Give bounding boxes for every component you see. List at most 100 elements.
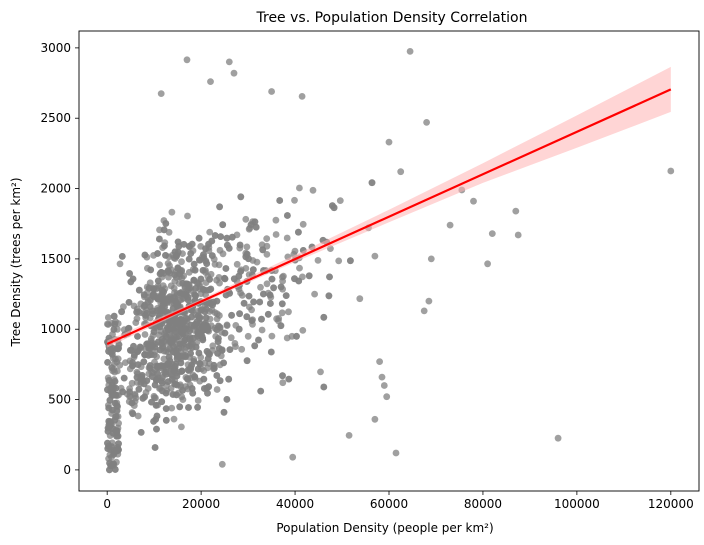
data-point [197,275,205,283]
data-point [226,346,234,353]
data-point [446,221,454,229]
data-point [203,384,211,392]
data-point [187,365,195,373]
data-point [151,381,159,389]
data-point [427,255,435,263]
data-point [180,241,188,248]
data-point [125,299,133,306]
data-point [194,403,202,411]
data-point [221,329,229,337]
data-point [216,203,224,211]
data-point [225,58,233,66]
data-point [160,226,168,234]
data-point [168,404,176,412]
data-point [275,315,283,322]
data-point [222,265,230,272]
data-point [380,382,388,389]
data-point [144,298,152,306]
data-point [309,186,317,194]
data-point [667,167,675,175]
data-point [191,291,199,299]
data-point [203,260,211,267]
data-point [107,384,115,392]
data-point [119,388,127,396]
data-point [264,310,272,318]
data-point [187,250,195,257]
data-point [185,242,193,250]
data-point [189,389,197,397]
data-point [268,88,275,95]
data-point [170,415,178,423]
data-point [190,358,198,365]
data-point [186,334,194,341]
data-point [169,391,177,398]
data-point [249,266,257,274]
data-point [267,348,275,356]
data-point [171,367,179,375]
data-point [260,290,267,298]
data-point [187,350,195,357]
data-point [258,326,266,334]
data-point [208,252,216,259]
data-point [174,264,182,272]
data-point [168,208,176,216]
data-point [188,313,196,321]
data-point [484,260,491,268]
data-point [142,312,149,319]
data-point [335,257,343,265]
data-point [214,338,222,346]
data-point [133,368,141,376]
data-point [263,280,271,288]
data-point [245,255,252,263]
data-point [268,332,276,340]
data-point [146,364,154,372]
data-point [157,90,165,97]
data-point [150,418,158,425]
data-point [235,325,243,333]
data-point [199,336,207,344]
data-point [160,355,168,363]
data-point [140,358,148,366]
data-point [263,251,271,258]
data-point [128,399,136,407]
data-point [228,233,236,241]
data-point [206,228,214,236]
data-point [170,284,178,292]
y-tick-label: 2500 [40,111,71,125]
data-point [223,234,231,242]
data-point [514,231,522,239]
data-point [181,337,189,344]
data-point [134,412,142,420]
data-point [253,258,261,266]
data-point [154,277,162,285]
data-point [105,404,113,412]
data-point [216,246,224,254]
data-point [126,270,133,277]
x-axis: 0 20000 40000 60000 80000 100000 120000 [103,491,694,511]
data-point [194,365,202,373]
data-point [188,344,196,351]
data-point [246,303,253,311]
data-point [154,370,162,378]
data-point [105,377,113,384]
data-point [178,423,185,431]
data-point [276,197,284,204]
data-point [385,138,393,146]
data-point [160,296,167,304]
data-point [141,251,149,259]
data-point [150,328,158,336]
data-point [174,300,182,308]
data-point [128,379,136,387]
data-point [126,388,133,396]
data-point [157,362,165,370]
data-point [242,215,250,223]
data-point [266,291,274,299]
data-point [406,48,414,55]
data-point [392,449,400,457]
data-point [110,326,118,333]
data-point [154,295,162,303]
data-point [371,252,379,260]
data-point [110,312,118,320]
data-point [153,425,160,433]
